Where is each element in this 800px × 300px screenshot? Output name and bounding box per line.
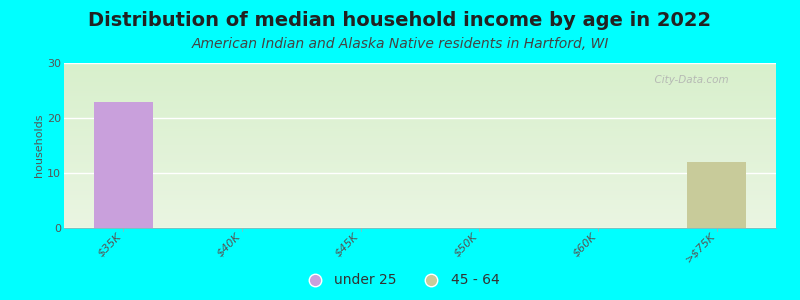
Y-axis label: households: households (34, 114, 44, 177)
Text: Distribution of median household income by age in 2022: Distribution of median household income … (89, 11, 711, 29)
Bar (687, 162, 746, 228)
Bar (94, 101, 153, 228)
Text: American Indian and Alaska Native residents in Hartford, WI: American Indian and Alaska Native reside… (191, 38, 609, 52)
Legend: under 25, 45 - 64: under 25, 45 - 64 (295, 268, 505, 293)
Text: City-Data.com: City-Data.com (648, 74, 729, 85)
